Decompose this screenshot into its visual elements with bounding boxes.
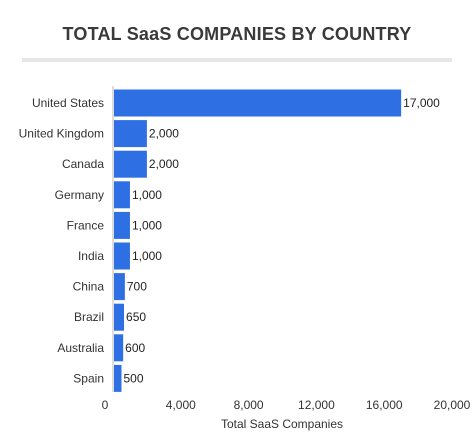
data-label: 500 bbox=[123, 371, 143, 385]
data-label: 650 bbox=[126, 310, 146, 324]
category-label: France bbox=[67, 218, 105, 232]
data-label: 2,000 bbox=[149, 127, 179, 141]
bar-germany bbox=[114, 181, 130, 209]
data-label: 700 bbox=[127, 280, 147, 294]
data-label: 17,000 bbox=[403, 96, 440, 110]
x-tick-label: 8,000 bbox=[234, 398, 264, 412]
x-tick-label: 16,000 bbox=[366, 398, 403, 412]
x-tick-label: 20,000 bbox=[434, 398, 471, 412]
bar-brazil bbox=[114, 303, 125, 331]
data-label: 1,000 bbox=[132, 188, 162, 202]
bar-united-states bbox=[114, 89, 402, 117]
category-label: Spain bbox=[73, 371, 104, 385]
bar-china bbox=[114, 273, 125, 301]
x-axis-label: Total SaaS Companies bbox=[221, 417, 343, 431]
category-label: Canada bbox=[62, 157, 104, 171]
category-label: United Kingdom bbox=[19, 127, 104, 141]
x-tick-label: 4,000 bbox=[166, 398, 196, 412]
data-label: 1,000 bbox=[132, 218, 162, 232]
category-label: Brazil bbox=[74, 310, 104, 324]
bar-united-kingdom bbox=[114, 120, 147, 148]
x-tick-label: 12,000 bbox=[298, 398, 335, 412]
title-divider bbox=[22, 58, 452, 62]
chart-title: TOTAL SaaS COMPANIES BY COUNTRY bbox=[62, 24, 412, 44]
bar-france bbox=[114, 211, 130, 239]
category-label: India bbox=[78, 249, 104, 263]
category-label: China bbox=[73, 280, 105, 294]
data-label: 1,000 bbox=[132, 249, 162, 263]
bar-spain bbox=[114, 364, 122, 392]
bar-india bbox=[114, 242, 130, 270]
category-label: Australia bbox=[57, 341, 104, 355]
data-label: 600 bbox=[125, 341, 145, 355]
category-label: Germany bbox=[55, 188, 104, 202]
category-label: United States bbox=[32, 96, 104, 110]
bar-canada bbox=[114, 150, 147, 178]
x-tick-label: 0 bbox=[102, 398, 109, 412]
bar-australia bbox=[114, 334, 124, 362]
data-label: 2,000 bbox=[149, 157, 179, 171]
